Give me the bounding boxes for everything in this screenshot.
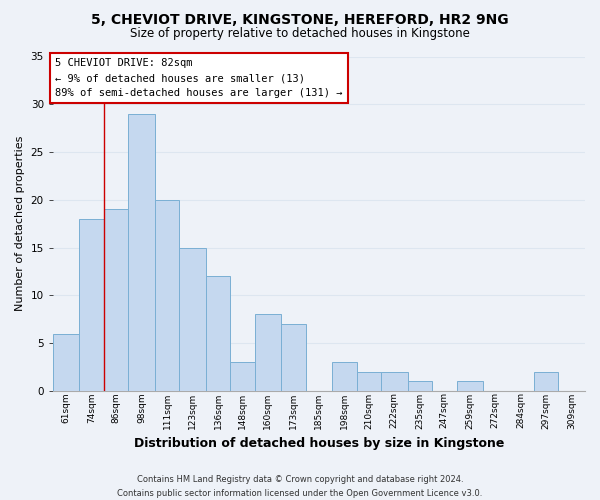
X-axis label: Distribution of detached houses by size in Kingstone: Distribution of detached houses by size … <box>134 437 504 450</box>
Bar <box>381 372 407 391</box>
Bar <box>179 248 206 391</box>
Bar <box>457 382 483 391</box>
Text: Size of property relative to detached houses in Kingstone: Size of property relative to detached ho… <box>130 28 470 40</box>
Bar <box>534 372 559 391</box>
Y-axis label: Number of detached properties: Number of detached properties <box>15 136 25 312</box>
Bar <box>407 382 432 391</box>
Bar <box>230 362 254 391</box>
Text: Contains HM Land Registry data © Crown copyright and database right 2024.
Contai: Contains HM Land Registry data © Crown c… <box>118 476 482 498</box>
Bar <box>128 114 155 391</box>
Bar <box>206 276 230 391</box>
Bar <box>53 334 79 391</box>
Text: 5 CHEVIOT DRIVE: 82sqm
← 9% of detached houses are smaller (13)
89% of semi-deta: 5 CHEVIOT DRIVE: 82sqm ← 9% of detached … <box>55 58 343 98</box>
Bar <box>104 210 128 391</box>
Bar <box>155 200 179 391</box>
Text: 5, CHEVIOT DRIVE, KINGSTONE, HEREFORD, HR2 9NG: 5, CHEVIOT DRIVE, KINGSTONE, HEREFORD, H… <box>91 12 509 26</box>
Bar <box>79 219 104 391</box>
Bar <box>254 314 281 391</box>
Bar <box>332 362 356 391</box>
Bar <box>356 372 381 391</box>
Bar <box>281 324 305 391</box>
